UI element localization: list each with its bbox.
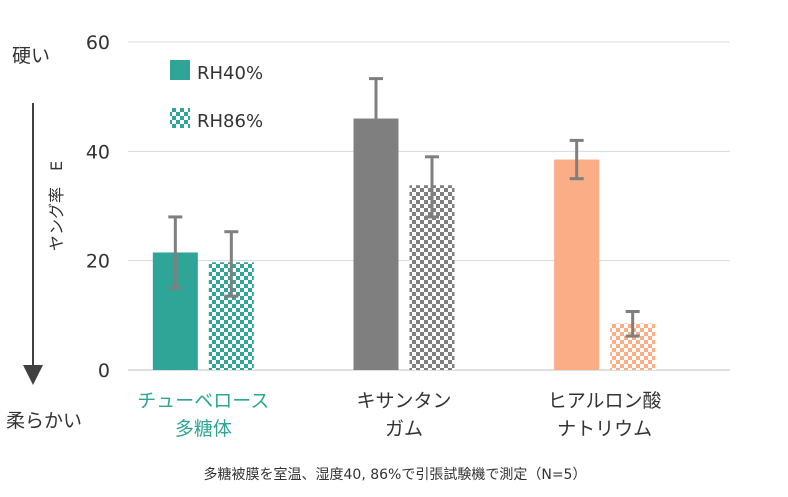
y-axis-title: ヤング率 E — [47, 161, 66, 251]
footnote: 多糖被膜を室温、湿度40, 86%で引張試験機で測定（N=5） — [204, 466, 587, 483]
bar-rh40-cat2 — [554, 159, 600, 370]
y-tick-label: 60 — [86, 32, 110, 54]
error-bars — [168, 77, 640, 338]
category-label: チューベロース — [137, 390, 269, 412]
legend-swatch-rh86 — [170, 108, 190, 128]
category-label: キサンタン — [356, 390, 451, 412]
legend: RH40% RH86% — [170, 60, 263, 132]
category-label: ナトリウム — [557, 418, 652, 440]
y-tick-label: 40 — [86, 141, 110, 163]
category-label: ヒアルロン酸 — [548, 390, 662, 412]
y-tick-label: 20 — [86, 251, 110, 273]
category-label: 多糖体 — [175, 418, 232, 440]
legend-label-rh40: RH40% — [197, 63, 263, 84]
y-tick-label: 0 — [98, 360, 110, 382]
hard-label: 硬い — [12, 45, 50, 67]
legend-label-rh86: RH86% — [197, 111, 263, 132]
soft-label: 柔らかい — [6, 410, 82, 432]
y-tick-labels: 0 20 40 60 — [86, 32, 110, 382]
bars — [152, 118, 656, 371]
legend-swatch-rh40 — [170, 60, 190, 80]
category-label: ガム — [385, 418, 423, 440]
